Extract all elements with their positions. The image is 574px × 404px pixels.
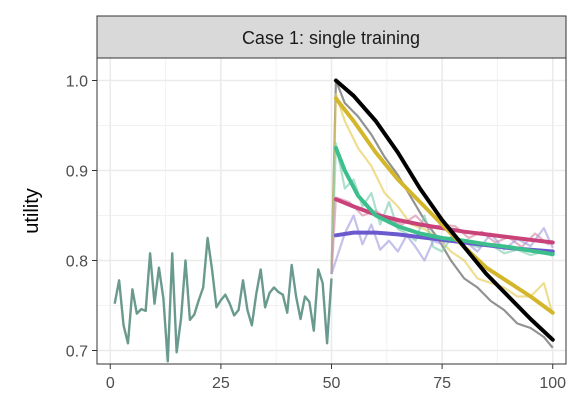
facet-title: Case 1: single training bbox=[242, 28, 420, 48]
axes: 0 25 50 75 100 0.7 0.8 0.9 1.0 bbox=[66, 74, 566, 393]
x-tick-label: 100 bbox=[539, 375, 566, 392]
baseline-series-line bbox=[113, 236, 333, 363]
y-tick-label: 0.9 bbox=[66, 164, 88, 181]
x-tick-label: 25 bbox=[212, 375, 230, 392]
x-tick-label: 75 bbox=[433, 375, 451, 392]
x-tick-label: 0 bbox=[106, 375, 115, 392]
fit-series-line-2 bbox=[333, 96, 555, 315]
y-tick-label: 0.8 bbox=[66, 254, 88, 271]
fit-series-line-1 bbox=[333, 78, 555, 342]
fit-series-line-4 bbox=[333, 197, 555, 245]
series-layer bbox=[113, 78, 555, 363]
y-tick-label: 1.0 bbox=[66, 74, 88, 91]
grid-lines bbox=[97, 58, 566, 364]
fit-series-line-3 bbox=[333, 146, 555, 257]
y-axis-title: utility bbox=[21, 188, 43, 234]
x-tick-label: 50 bbox=[323, 375, 341, 392]
y-tick-label: 0.7 bbox=[66, 344, 88, 361]
